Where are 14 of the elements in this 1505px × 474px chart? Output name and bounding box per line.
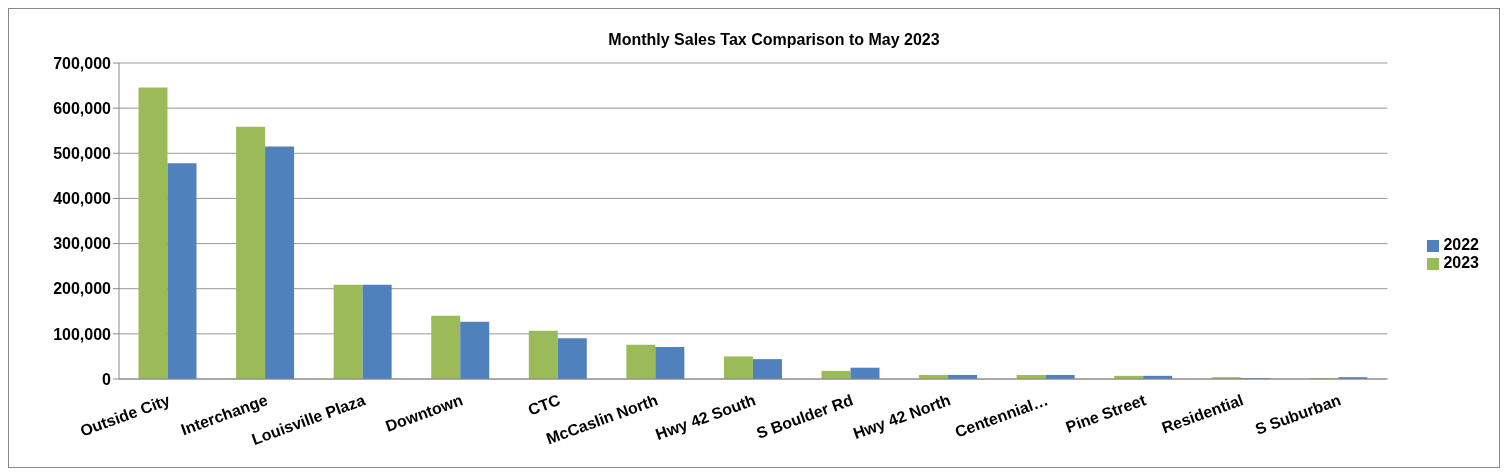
- legend-label: 2022: [1443, 236, 1479, 253]
- chart-title: Monthly Sales Tax Comparison to May 2023: [607, 30, 941, 49]
- y-tick-label: 700,000: [53, 54, 112, 72]
- y-tick-label: 400,000: [53, 190, 112, 208]
- y-tick-label: 600,000: [53, 99, 112, 117]
- x-tick-label: CTC: [525, 391, 563, 419]
- x-tick-label: Outside City: [77, 391, 173, 440]
- y-tick-label: 200,000: [53, 280, 112, 298]
- y-tick-label: 100,000: [53, 325, 112, 343]
- y-tick-label: 0: [102, 370, 112, 388]
- y-tick-label: 300,000: [53, 235, 112, 253]
- legend-label: 2023: [1443, 254, 1479, 271]
- x-tick-label: Pine Street: [1063, 391, 1149, 436]
- y-tick-label: 500,000: [53, 144, 112, 162]
